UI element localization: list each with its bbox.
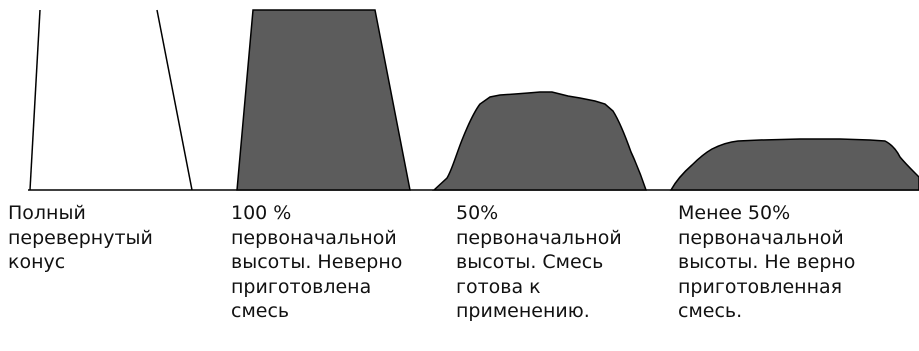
caption-less-than-half: Менее 50% первоначальной высоты. Не верн… bbox=[678, 202, 856, 322]
half-height-slump bbox=[432, 91, 648, 191]
low-slump bbox=[669, 138, 919, 191]
full-height-slump bbox=[236, 9, 411, 191]
caption-full-cone: Полный перевернутый конус bbox=[8, 202, 153, 273]
empty-cone bbox=[29, 9, 193, 191]
slump-shapes bbox=[28, 9, 919, 191]
caption-full-height: 100 % первоначальной высоты. Неверно при… bbox=[231, 202, 403, 322]
caption-half-height: 50% первоначальной высоты. Смесь готова … bbox=[456, 202, 622, 322]
